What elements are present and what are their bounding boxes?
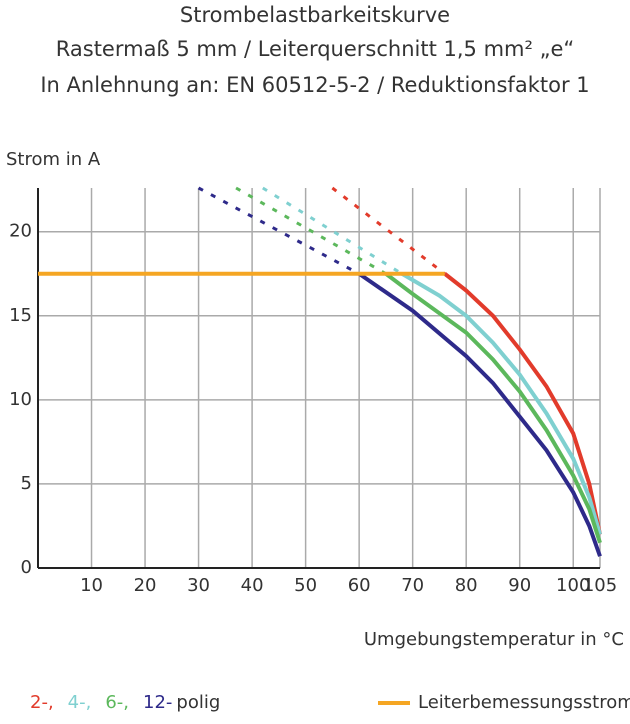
- chart-subtitle: In Anlehnung an: EN 60512-5-2 / Reduktio…: [40, 73, 589, 97]
- y-tick-label: 5: [21, 473, 32, 494]
- legend-entry: 2-,: [30, 692, 54, 713]
- x-tick-label: 90: [508, 575, 531, 596]
- series-line: [358, 272, 602, 557]
- legend-entry: 4-,: [68, 692, 92, 713]
- y-tick-label: 20: [9, 221, 32, 242]
- y-tick-label: 10: [9, 389, 32, 410]
- chart-title: Strombelastbarkeitskurve: [180, 3, 450, 27]
- x-tick-label: 100: [556, 575, 590, 596]
- legend-entry: 6-,: [105, 692, 129, 713]
- series-extension: [262, 186, 403, 276]
- series-extension: [235, 186, 387, 276]
- y-axis-label: Strom in A: [6, 149, 101, 170]
- chart-subtitle: Rastermaß 5 mm / Leiterquerschnitt 1,5 m…: [56, 37, 575, 61]
- x-tick-label: 40: [241, 575, 264, 596]
- series-line: [443, 272, 602, 535]
- x-tick-label: 50: [294, 575, 317, 596]
- y-tick-label: 0: [21, 557, 32, 578]
- legend-entry: 12-: [143, 692, 172, 713]
- series-extension: [197, 186, 360, 276]
- series-line: [400, 272, 602, 535]
- x-tick-label: 70: [401, 575, 424, 596]
- legend-entry: Leiterbemessungsstrom: [418, 692, 630, 713]
- x-tick-label: 20: [134, 575, 157, 596]
- y-tick-label: 15: [9, 305, 32, 326]
- x-tick-label: 105: [583, 575, 617, 596]
- x-axis-label: Umgebungstemperatur in °C: [364, 629, 624, 650]
- x-tick-label: 10: [80, 575, 103, 596]
- x-tick-label: 80: [455, 575, 478, 596]
- x-tick-label: 60: [348, 575, 371, 596]
- series-line: [384, 272, 602, 544]
- legend-suffix: polig: [176, 692, 220, 713]
- x-tick-label: 30: [187, 575, 210, 596]
- series-extension: [331, 186, 446, 275]
